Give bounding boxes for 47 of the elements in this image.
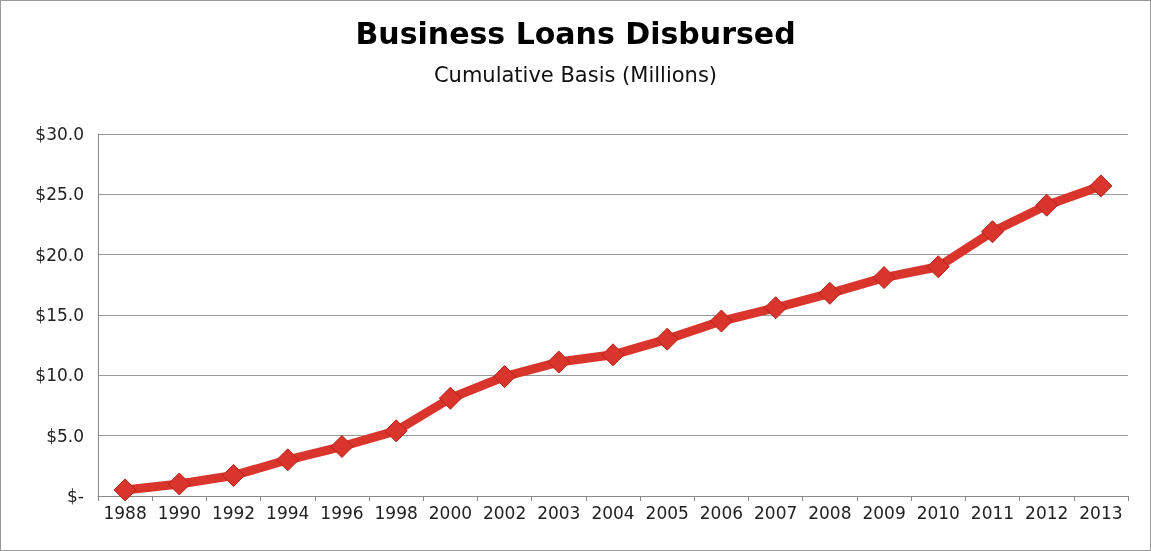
- point: [709, 309, 733, 333]
- x-tick-label: 2009: [862, 502, 906, 523]
- y-tick-label: $30.0: [35, 124, 84, 144]
- point: [655, 327, 679, 351]
- point: [384, 419, 408, 443]
- x-tick-label: 2012: [1025, 502, 1069, 523]
- point: [113, 478, 137, 502]
- y-tick-label: $15.0: [35, 305, 84, 325]
- point: [547, 350, 571, 374]
- point: [1035, 193, 1059, 217]
- x-tick-label: 2005: [645, 502, 689, 523]
- x-tick-label: 1990: [157, 502, 201, 523]
- chart-subtitle: Cumulative Basis (Millions): [433, 62, 718, 87]
- point: [167, 472, 191, 496]
- point: [764, 296, 788, 320]
- chart-title: Business Loans Disbursed: [355, 15, 796, 51]
- point: [818, 281, 842, 305]
- x-tick-label: 1996: [320, 502, 364, 523]
- point: [222, 463, 246, 487]
- x-tick-label: 2007: [754, 502, 798, 523]
- x-tick-label: 2003: [537, 502, 581, 523]
- x-tick-label: 1998: [374, 502, 418, 523]
- point: [926, 255, 950, 279]
- point: [493, 365, 517, 389]
- point: [330, 435, 354, 459]
- x-tick-label: 1994: [266, 502, 310, 523]
- point: [872, 266, 896, 290]
- point: [601, 343, 625, 367]
- x-tick-label: 2010: [916, 502, 960, 523]
- point: [980, 220, 1004, 244]
- point: [438, 386, 462, 410]
- point: [276, 448, 300, 472]
- y-tick-label: $-: [67, 486, 84, 506]
- x-tick-label: 2006: [699, 502, 744, 523]
- x-tick-label: 2013: [1079, 502, 1123, 523]
- y-tick-label: $5.0: [46, 425, 84, 446]
- x-tick-label: 2008: [808, 502, 852, 523]
- x-tick-label: 2002: [482, 502, 527, 523]
- x-tick-label: 2004: [591, 502, 635, 523]
- point: [1089, 174, 1113, 198]
- y-tick-label: $20.0: [35, 244, 84, 265]
- x-tick-label: 2011: [970, 502, 1015, 523]
- y-tick-label: $10.0: [35, 365, 84, 386]
- x-tick-label: 1992: [211, 502, 256, 523]
- y-tick-label: $25.0: [35, 184, 84, 205]
- x-tick-label: 2000: [428, 502, 472, 523]
- x-tick-label: 1988: [103, 502, 147, 523]
